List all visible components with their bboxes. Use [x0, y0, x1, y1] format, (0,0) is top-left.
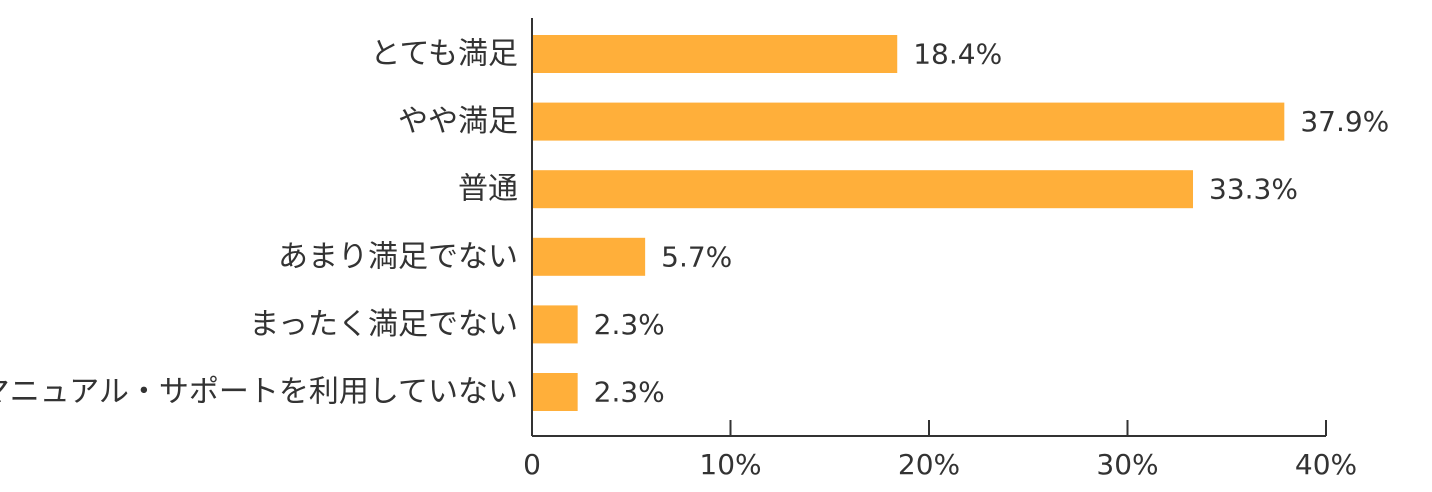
bar — [532, 373, 578, 411]
bar — [532, 102, 1285, 141]
data-label: 5.7% — [661, 240, 732, 273]
axes-group — [531, 18, 1326, 437]
x-tick-label: 20% — [898, 448, 960, 481]
category-label: あまり満足でない — [278, 239, 518, 274]
x-tick-label: 0 — [523, 448, 541, 481]
category-label: まったく満足でない — [249, 307, 518, 342]
data-label: 33.3% — [1209, 173, 1298, 206]
bar — [532, 170, 1194, 209]
category-label: マニュアル・サポートを利用していない — [0, 375, 518, 410]
bars-group — [532, 35, 1285, 411]
bar — [532, 305, 578, 344]
category-label: 普通 — [458, 172, 518, 207]
category-label: とても満足 — [370, 37, 518, 72]
data-label: 18.4% — [913, 38, 1002, 71]
x-tick-label: 10% — [699, 448, 761, 481]
x-ticks-group: 0 10% 20% 30% 40% — [523, 420, 1357, 481]
bar — [532, 237, 646, 276]
data-label: 2.3% — [594, 376, 665, 409]
data-label: 2.3% — [594, 308, 665, 341]
x-tick-label: 30% — [1096, 448, 1158, 481]
category-labels-group: とても満足やや満足普通あまり満足でないまったく満足でないマニュアル・サポートを利… — [0, 37, 518, 410]
category-label: やや満足 — [398, 104, 518, 139]
value-labels-group: 18.4% 37.9% 33.3% 5.7% 2.3% 2.3% — [594, 38, 1390, 409]
bar — [532, 35, 898, 73]
x-tick-label: 40% — [1295, 448, 1357, 481]
data-label: 37.9% — [1300, 105, 1389, 138]
